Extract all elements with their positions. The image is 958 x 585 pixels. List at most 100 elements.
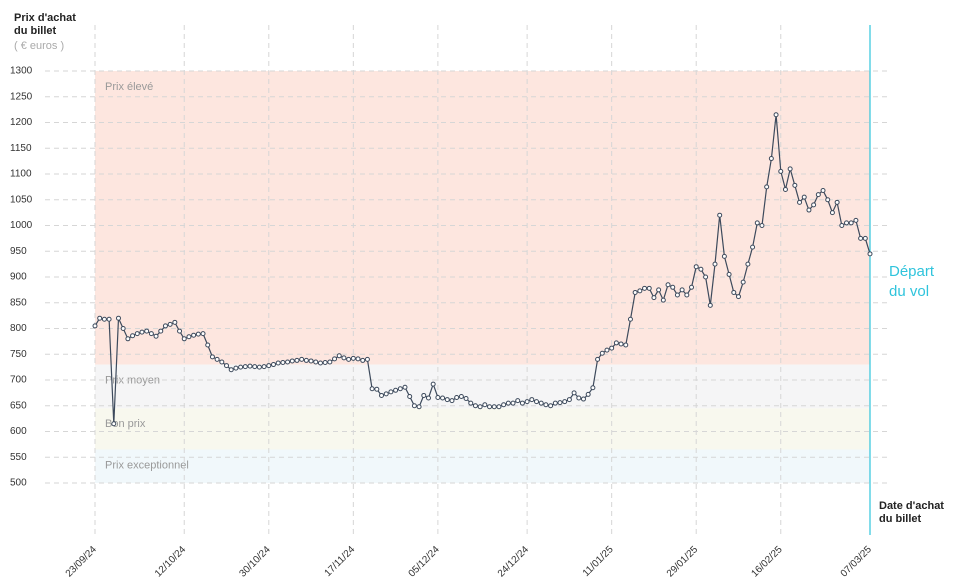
price-point xyxy=(740,279,746,285)
price-point xyxy=(97,315,103,321)
zone-label: Prix exceptionnel xyxy=(105,459,189,471)
y-axis-title: Prix d'achat du billet xyxy=(14,12,76,37)
price-point xyxy=(844,220,850,226)
y-axis-unit: ( € euros ) xyxy=(14,40,65,52)
price-point xyxy=(834,199,840,205)
price-point xyxy=(787,166,793,172)
price-point xyxy=(717,212,723,218)
price-point xyxy=(421,392,427,398)
y-tick-label: 800 xyxy=(10,323,27,334)
y-tick-label: 1200 xyxy=(10,117,33,128)
y-tick-label: 950 xyxy=(10,246,27,257)
price-point xyxy=(618,341,624,347)
price-point xyxy=(472,403,478,409)
price-point xyxy=(576,395,582,401)
price-point xyxy=(195,331,201,337)
price-point xyxy=(580,396,586,402)
zone-label: Bon prix xyxy=(105,418,146,430)
price-point xyxy=(679,287,685,293)
x-tick-label: 17/11/24 xyxy=(323,544,358,579)
price-point xyxy=(707,302,713,308)
zone-label: Prix élevé xyxy=(105,81,153,93)
price-point xyxy=(839,223,845,228)
price-point xyxy=(623,342,629,348)
price-point xyxy=(322,359,328,365)
price-point xyxy=(275,360,281,366)
price-point xyxy=(449,398,455,404)
price-point xyxy=(327,359,333,365)
x-tick-label: 07/03/25 xyxy=(839,544,875,580)
price-point xyxy=(224,363,230,369)
y-tick-label: 650 xyxy=(10,400,27,411)
x-tick-label: 30/10/24 xyxy=(237,544,273,580)
price-point xyxy=(759,223,765,228)
price-point xyxy=(458,393,464,399)
price-point xyxy=(393,387,399,393)
price-point xyxy=(477,404,483,410)
price-point xyxy=(214,356,220,362)
price-point xyxy=(689,284,695,290)
price-point xyxy=(735,294,741,300)
price-point xyxy=(181,336,187,342)
price-point xyxy=(792,182,798,188)
price-point xyxy=(745,261,751,267)
price-point xyxy=(613,340,619,346)
price-point xyxy=(111,421,117,427)
price-point xyxy=(266,363,272,369)
price-point xyxy=(233,365,239,371)
price-point xyxy=(801,194,807,200)
price-point xyxy=(632,289,638,295)
price-point xyxy=(186,334,192,340)
price-point xyxy=(270,362,276,368)
price-point xyxy=(599,350,605,356)
price-point xyxy=(125,336,131,342)
price-point xyxy=(294,357,300,363)
y-tick-label: 700 xyxy=(10,375,27,386)
price-point xyxy=(496,404,502,410)
price-point xyxy=(703,274,709,280)
x-tick-label: 05/12/24 xyxy=(407,544,443,580)
price-point xyxy=(815,192,821,198)
price-point xyxy=(797,199,803,205)
price-point xyxy=(656,287,662,293)
price-point xyxy=(256,364,262,370)
price-point xyxy=(505,400,511,406)
y-tick-label: 1300 xyxy=(10,66,33,77)
price-point xyxy=(416,404,422,410)
price-point xyxy=(299,356,305,362)
price-point xyxy=(369,386,375,392)
price-point xyxy=(148,331,154,337)
price-point xyxy=(566,397,572,403)
price-point xyxy=(435,395,441,401)
price-point xyxy=(482,402,488,408)
price-point xyxy=(548,403,554,409)
price-zone xyxy=(95,364,870,409)
price-point xyxy=(153,333,159,339)
price-point xyxy=(637,288,643,294)
price-point xyxy=(355,356,361,362)
price-point xyxy=(303,357,309,363)
y-tick-label: 900 xyxy=(10,272,27,283)
price-point xyxy=(510,400,516,406)
price-point xyxy=(590,385,596,391)
y-tick-label: 1050 xyxy=(10,194,33,205)
price-zone xyxy=(95,449,870,483)
price-point xyxy=(454,395,460,401)
departure-label: Départ du vol xyxy=(889,263,935,300)
price-point xyxy=(670,284,676,290)
price-point xyxy=(609,345,615,351)
price-point xyxy=(144,328,150,334)
price-point xyxy=(853,217,859,223)
price-point xyxy=(773,112,779,118)
price-point xyxy=(642,285,648,291)
x-tick-label: 11/01/25 xyxy=(581,544,616,579)
price-point xyxy=(768,156,774,162)
price-point xyxy=(280,359,286,365)
price-point xyxy=(200,331,206,337)
price-point xyxy=(674,292,680,298)
price-point xyxy=(191,332,197,338)
price-point xyxy=(463,396,469,402)
price-point xyxy=(552,400,558,406)
price-point xyxy=(825,197,831,203)
